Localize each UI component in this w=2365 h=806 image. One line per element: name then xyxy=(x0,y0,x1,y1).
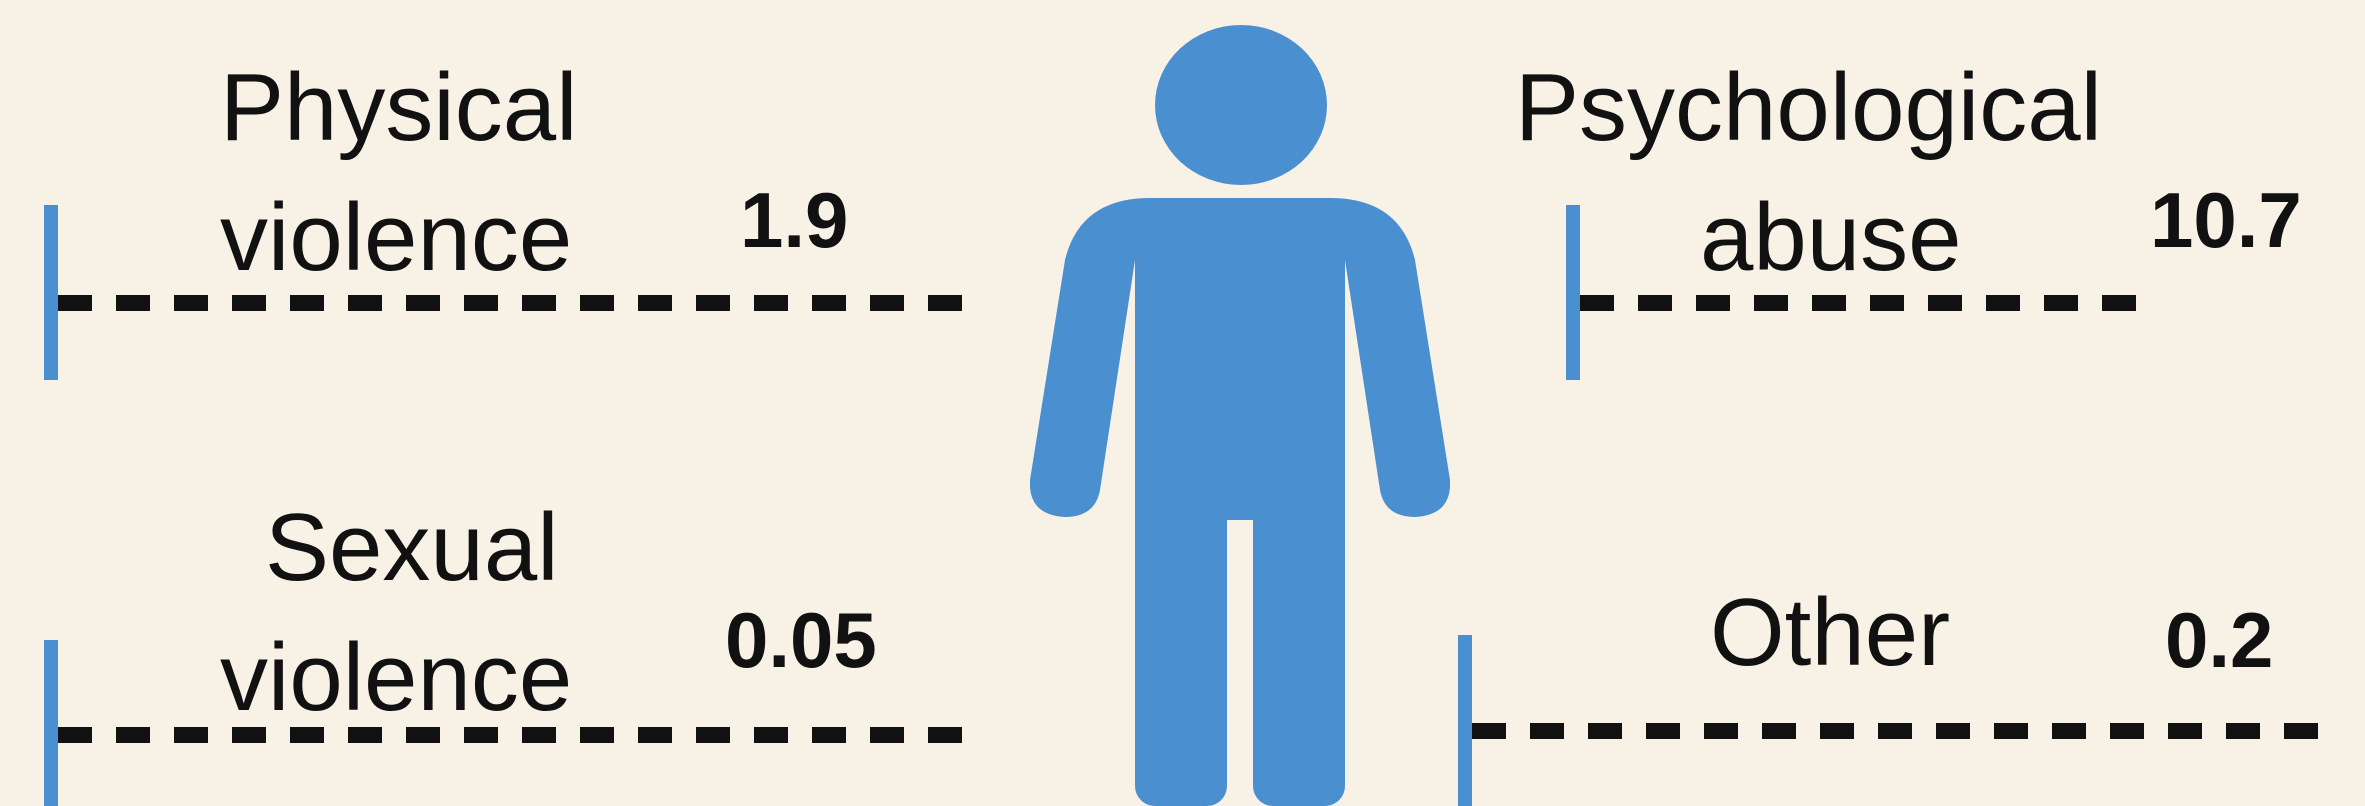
sexual-dash-line xyxy=(58,727,978,743)
sexual-value: 0.05 xyxy=(725,596,877,684)
psychological-bar xyxy=(1566,205,1580,380)
person-body xyxy=(1030,198,1450,780)
sexual-bar xyxy=(44,640,58,806)
other-bar xyxy=(1458,635,1472,806)
person-head xyxy=(1155,25,1327,185)
physical-value: 1.9 xyxy=(740,176,849,264)
psychological-value: 10.7 xyxy=(2150,176,2302,264)
sexual-label-line1: Sexual xyxy=(265,494,559,601)
physical-label-line1: Physical xyxy=(220,54,578,161)
psychological-label-line2: abuse xyxy=(1700,184,1962,291)
physical-bar xyxy=(44,205,58,380)
person-left-leg xyxy=(1135,500,1227,806)
physical-dash-line xyxy=(58,295,978,311)
other-value: 0.2 xyxy=(2165,596,2274,684)
other-label: Other xyxy=(1710,579,1951,686)
physical-label-line2: violence xyxy=(220,184,573,291)
other-dash-line xyxy=(1472,723,2322,739)
person-right-leg xyxy=(1253,500,1345,806)
sexual-label-line2: violence xyxy=(220,624,573,731)
psychological-dash-line xyxy=(1580,295,2155,311)
person-icon xyxy=(1030,25,1450,806)
psychological-label-line1: Psychological xyxy=(1515,54,2102,161)
